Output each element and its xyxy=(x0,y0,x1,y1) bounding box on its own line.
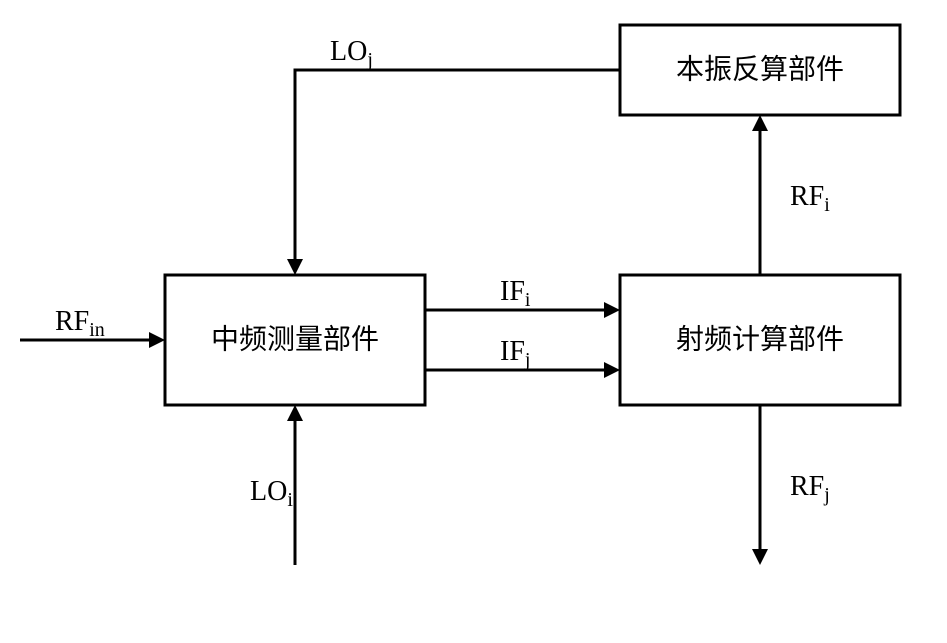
label-rf_in: RFin xyxy=(55,306,105,341)
arrow-head xyxy=(149,332,165,348)
label-lo_j: LOj xyxy=(330,36,373,71)
arrow-head xyxy=(752,115,768,131)
arrow-head xyxy=(604,362,620,378)
box-label-rf_calc: 射频计算部件 xyxy=(676,324,844,356)
arrow-head xyxy=(287,259,303,275)
arrow-head xyxy=(604,302,620,318)
label-if_i: IFi xyxy=(500,276,531,311)
label-lo_i: LOi xyxy=(250,476,293,511)
arrow-head xyxy=(287,405,303,421)
arrow-lo_j xyxy=(295,70,620,265)
arrow-head xyxy=(752,549,768,565)
box-label-if_meas: 中频测量部件 xyxy=(211,324,379,356)
box-label-lo_back: 本振反算部件 xyxy=(676,54,844,86)
label-rf_j: RFj xyxy=(790,471,830,506)
label-rf_i: RFi xyxy=(790,181,830,216)
label-if_j: IFj xyxy=(500,336,530,371)
